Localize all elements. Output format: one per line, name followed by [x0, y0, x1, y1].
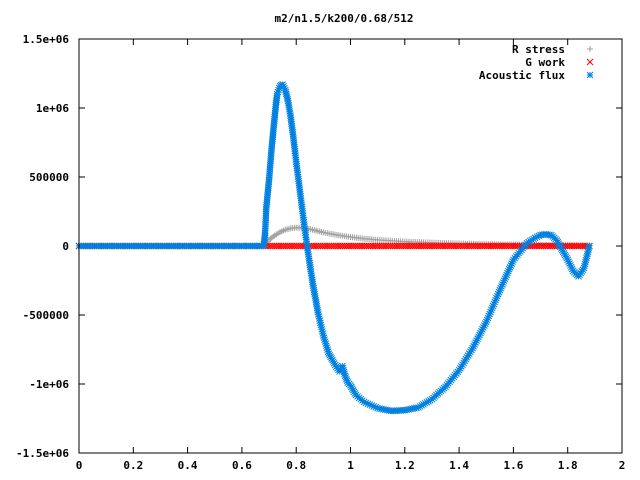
y-tick-label: 500000: [29, 171, 69, 184]
y-tick-label: 0: [62, 240, 69, 253]
y-tick-label: -1e+06: [29, 378, 69, 391]
legend-marker: [586, 71, 594, 79]
x-tick-label: 1.2: [395, 459, 415, 472]
legend-label: Acoustic flux: [479, 69, 565, 82]
data-point: [472, 339, 479, 346]
x-tick-label: 1.4: [449, 459, 469, 472]
series-layer: [75, 81, 593, 415]
y-tick-label: -1.5e+06: [16, 447, 69, 460]
y-tick-label: 1.5e+06: [23, 33, 70, 46]
data-point: [270, 233, 277, 240]
x-tick-label: 0.8: [286, 459, 306, 472]
x-tick-label: 0: [76, 459, 83, 472]
x-tick-label: 2: [619, 459, 626, 472]
legend-marker: [586, 58, 594, 66]
x-tick-labels: 0 0.2 0.4 0.6 0.8 1 1.2 1.4 1.6 1.8 2: [76, 459, 626, 472]
legend-marker: [587, 46, 593, 52]
data-point: [586, 242, 593, 250]
plot-frame: [78, 38, 623, 454]
data-point: [455, 366, 463, 374]
y-tick-label: -500000: [23, 309, 69, 322]
y-tick-labels: -1.5e+06 -1e+06 -500000 0 500000 1e+06 1.5e+06: [16, 33, 69, 460]
x-tick-label: 0.4: [178, 459, 198, 472]
series-acoustic-flux: [75, 81, 593, 415]
chart-title: m2/n1.5/k200/0.68/512: [274, 12, 413, 25]
x-tick-label: 1.6: [503, 459, 523, 472]
y-tick-label: 1e+06: [36, 102, 69, 115]
x-tick-label: 1: [347, 459, 354, 472]
x-tick-label: 0.2: [123, 459, 143, 472]
x-tick-label: 0.6: [232, 459, 252, 472]
legend-label: R stress: [512, 43, 565, 56]
legend-label: G work: [525, 56, 565, 69]
x-tick-label: 1.8: [558, 459, 578, 472]
